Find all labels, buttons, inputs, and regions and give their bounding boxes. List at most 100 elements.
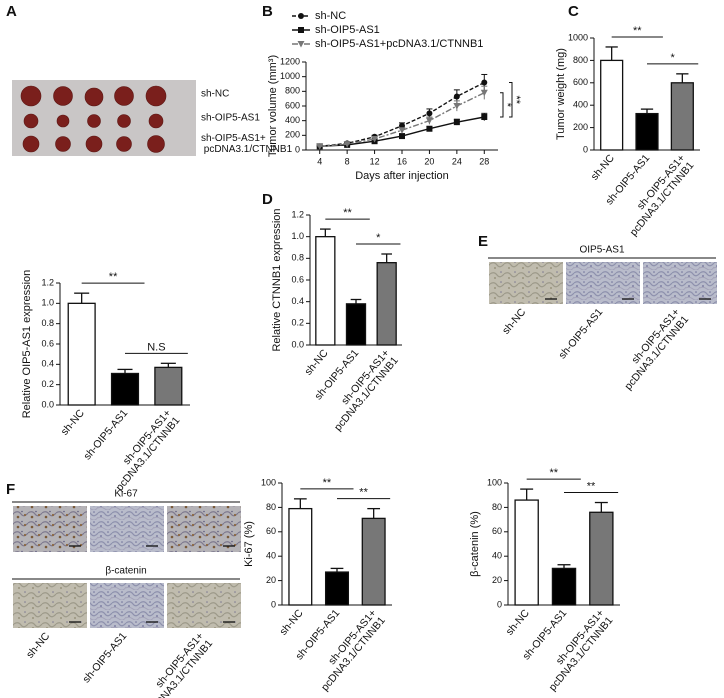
significance-label: ** (109, 271, 118, 283)
x-tick-label: sh-NC (277, 607, 306, 638)
x-tick-label: sh-NC (302, 347, 331, 378)
panel-letter: F (6, 481, 15, 498)
y-tick-label: 0.2 (41, 379, 54, 389)
y-tick-label: 20 (492, 575, 502, 585)
significance-label: * (376, 232, 381, 244)
x-tick-label: 28 (479, 156, 489, 166)
y-tick-label: 1200 (280, 56, 300, 66)
y-tick-label: 40 (266, 551, 276, 561)
group-label: sh-OIP5-AS1 (80, 630, 129, 685)
x-tick-label: 24 (452, 156, 462, 166)
bar (589, 511, 614, 606)
marker (426, 125, 433, 132)
significance-label: ** (510, 95, 522, 104)
marker (453, 119, 460, 126)
y-tick-label: 800 (573, 55, 588, 65)
x-tick-label: sh-OIP5-AS1+ pcDNA3.1/CTNNB1 (321, 347, 401, 436)
y-tick-label: 200 (285, 130, 300, 140)
y-axis-label: β-catenin (%) (469, 511, 481, 577)
y-tick-label: 60 (266, 526, 276, 536)
x-tick-label: 20 (424, 156, 434, 166)
marker (425, 117, 433, 125)
bar (315, 236, 336, 346)
y-tick-label: 0.4 (41, 359, 54, 369)
y-tick-label: 0.4 (291, 296, 304, 306)
group-label: sh-NC (24, 630, 53, 661)
marker (453, 93, 460, 100)
y-tick-label: 100 (261, 477, 276, 487)
y-tick-label: 60 (492, 526, 502, 536)
y-tick-label: 400 (285, 115, 300, 125)
y-tick-label: 400 (573, 100, 588, 110)
y-tick-label: 600 (285, 100, 300, 110)
bar (154, 366, 183, 406)
group-label: sh-NC (500, 306, 529, 337)
bar (345, 303, 367, 346)
y-tick-label: 1.0 (291, 231, 304, 241)
marker (316, 143, 324, 150)
legend-label: sh-OIP5-AS1+pcDNA3.1/CTNNB1 (315, 38, 483, 50)
x-tick-label: sh-OIP5-AS1+ pcDNA3.1/CTNNB1 (617, 152, 697, 241)
y-tick-label: 600 (573, 77, 588, 87)
significance-label: ** (359, 487, 368, 499)
legend-label: sh-OIP5-AS1 (315, 24, 380, 36)
panel-letter: D (262, 191, 273, 208)
x-tick-label: sh-NC (589, 152, 618, 183)
marker (343, 141, 351, 148)
marker (371, 136, 379, 143)
bar (376, 262, 397, 346)
marker (481, 79, 488, 86)
marker (297, 41, 305, 48)
marker (453, 103, 461, 110)
y-tick-label: 80 (266, 502, 276, 512)
significance-label: N.S (147, 341, 165, 353)
marker (398, 127, 406, 134)
significance-label: ** (323, 477, 332, 489)
significance-label: ** (633, 25, 642, 37)
y-tick-label: 80 (492, 502, 502, 512)
y-axis-label: Tumor volume (mm³) (267, 55, 279, 157)
bar (288, 507, 313, 606)
panel-letter: A (6, 3, 17, 20)
marker (298, 13, 304, 19)
y-tick-label: 800 (285, 86, 300, 96)
bar (324, 571, 350, 606)
y-tick-label: 0 (271, 599, 276, 609)
tumor-photo (12, 80, 196, 156)
panel-letter: C (568, 3, 579, 20)
bar (670, 82, 694, 151)
y-tick-label: 1.0 (41, 298, 54, 308)
y-tick-label: 0.6 (291, 274, 304, 284)
x-tick-label: sh-NC (504, 607, 533, 638)
bar (600, 59, 624, 151)
y-tick-label: 0.0 (41, 399, 54, 409)
stain-label: OIP5-AS1 (579, 245, 624, 256)
y-axis-label: Relative CTNNB1 expression (271, 208, 283, 351)
group-label: sh-OIP5-AS1+ pcDNA3.1/CTNNB1 (136, 630, 216, 698)
stain-label: Ki-67 (114, 489, 138, 500)
y-tick-label: 40 (492, 551, 502, 561)
x-tick-label: sh-NC (59, 407, 88, 438)
bar (361, 517, 386, 606)
y-axis-label: Ki-67 (%) (243, 521, 255, 567)
row-label: sh-NC (201, 89, 229, 100)
marker (298, 27, 304, 33)
significance-label: * (501, 103, 513, 108)
x-tick-label: 4 (317, 156, 322, 166)
x-tick-label: 12 (370, 156, 380, 166)
significance-label: * (670, 52, 675, 64)
stain-label: β-catenin (105, 566, 146, 577)
bar (67, 302, 96, 406)
bar (551, 567, 577, 606)
x-tick-label: sh-OIP5-AS1 (81, 407, 130, 462)
histology-images (489, 262, 717, 304)
y-tick-label: 0.6 (41, 338, 54, 348)
bar (110, 372, 140, 406)
legend-label: sh-NC (315, 10, 346, 22)
x-axis-label: Days after injection (355, 170, 449, 182)
significance-label: ** (549, 467, 558, 479)
y-tick-label: 0.0 (291, 339, 304, 349)
y-tick-label: 0 (583, 144, 588, 154)
group-label: sh-OIP5-AS1 (556, 306, 605, 361)
